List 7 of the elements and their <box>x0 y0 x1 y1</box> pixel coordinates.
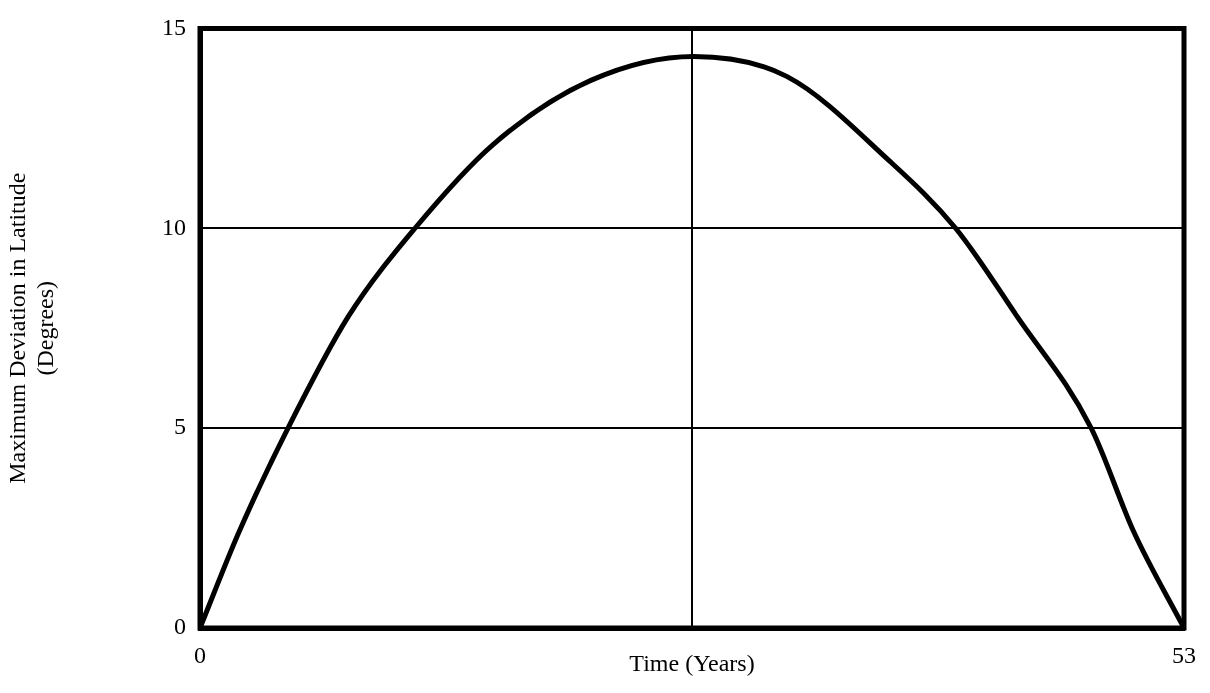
y-tick-label: 0 <box>174 613 186 640</box>
y-tick-label: 10 <box>162 213 186 240</box>
x-axis-title: Time (Years) <box>629 650 755 677</box>
y-axis-title: Maximum Deviation in Latitude (Degrees) <box>3 172 59 484</box>
x-tick-label: 53 <box>1172 641 1196 668</box>
y-tick-label: 5 <box>174 413 186 440</box>
y-tick-label: 15 <box>162 13 186 40</box>
